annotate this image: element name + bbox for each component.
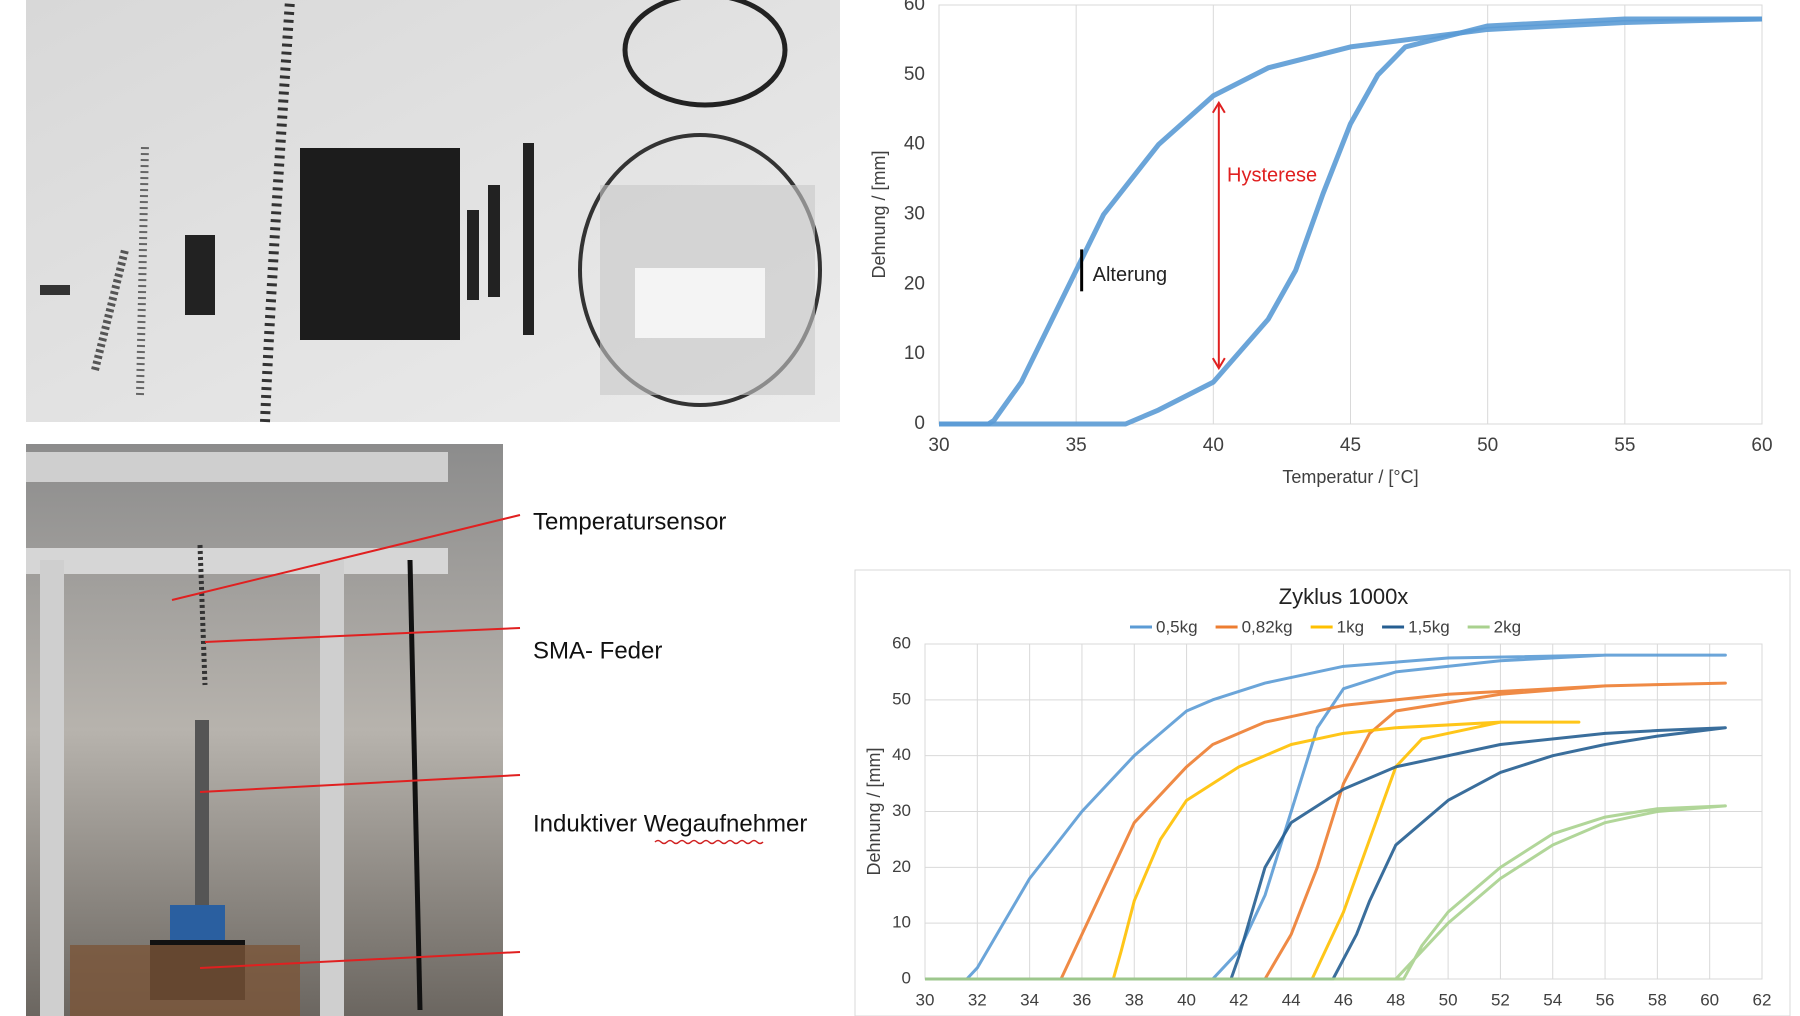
x-tick-label: 50 xyxy=(1477,435,1498,456)
x-tick-label: 40 xyxy=(1177,990,1196,1009)
annotation: Hysterese xyxy=(1227,164,1317,186)
chart-frame xyxy=(854,569,1791,1016)
series-line xyxy=(925,720,1581,981)
photo-label: Temperatursensor xyxy=(533,508,726,535)
series-line xyxy=(939,16,1762,427)
x-tick-label: 35 xyxy=(1066,435,1087,456)
x-tick-label: 52 xyxy=(1491,990,1510,1009)
series-line xyxy=(925,726,1727,981)
y-tick-label: 60 xyxy=(904,0,925,15)
x-tick-label: 46 xyxy=(1334,990,1353,1009)
y-tick-label: 10 xyxy=(904,343,925,364)
x-tick-label: 50 xyxy=(1439,990,1458,1009)
chart-title: Zyklus 1000x xyxy=(1279,584,1409,609)
y-tick-label: 0 xyxy=(902,968,911,987)
y-tick-label: 10 xyxy=(892,913,911,932)
x-tick-label: 60 xyxy=(1751,435,1772,456)
x-tick-label: 60 xyxy=(1700,990,1719,1009)
x-tick-label: 56 xyxy=(1596,990,1615,1009)
y-tick-label: 60 xyxy=(892,633,911,652)
y-tick-label: 40 xyxy=(892,745,911,764)
x-tick-label: 54 xyxy=(1543,990,1562,1009)
spellcheck-underline xyxy=(654,839,764,845)
y-tick-label: 30 xyxy=(904,204,925,225)
y-axis-label: Dehnung / [mm] xyxy=(869,150,889,278)
legend-label: 2kg xyxy=(1494,617,1521,636)
x-tick-label: 34 xyxy=(1020,990,1039,1009)
x-axis-label: Temperatur / [°C] xyxy=(1282,467,1418,487)
legend-label: 0,5kg xyxy=(1156,617,1198,636)
y-tick-label: 20 xyxy=(904,273,925,294)
series-line xyxy=(925,681,1727,981)
series-line xyxy=(925,804,1727,981)
legend-label: 1kg xyxy=(1337,617,1364,636)
x-tick-label: 44 xyxy=(1282,990,1301,1009)
photo-materials xyxy=(26,0,840,423)
x-tick-label: 55 xyxy=(1614,435,1635,456)
x-tick-label: 30 xyxy=(916,990,935,1009)
series-line xyxy=(925,653,1727,981)
x-tick-label: 38 xyxy=(1125,990,1144,1009)
x-tick-label: 62 xyxy=(1753,990,1772,1009)
x-tick-label: 36 xyxy=(1072,990,1091,1009)
x-tick-label: 42 xyxy=(1229,990,1248,1009)
x-tick-label: 58 xyxy=(1648,990,1667,1009)
y-tick-label: 50 xyxy=(892,689,911,708)
y-tick-label: 30 xyxy=(892,801,911,820)
x-tick-label: 45 xyxy=(1340,435,1361,456)
photo-test-rig xyxy=(26,444,503,1016)
annotation: Alterung xyxy=(1093,264,1168,286)
legend-label: 0,82kg xyxy=(1242,617,1293,636)
y-tick-label: 40 xyxy=(904,134,925,155)
y-tick-label: 50 xyxy=(904,64,925,85)
y-tick-label: 0 xyxy=(914,413,925,434)
y-axis-label: Dehnung / [mm] xyxy=(864,747,884,875)
x-tick-label: 30 xyxy=(928,435,949,456)
x-tick-label: 40 xyxy=(1203,435,1224,456)
legend-label: 1,5kg xyxy=(1408,617,1450,636)
photo-leader-lines xyxy=(171,514,521,969)
x-tick-label: 32 xyxy=(968,990,987,1009)
y-tick-label: 20 xyxy=(892,857,911,876)
photo-label: Induktiver Wegaufnehmer xyxy=(533,810,807,837)
series-line xyxy=(939,16,1763,427)
annotation-arrowhead xyxy=(1211,100,1226,371)
x-tick-label: 48 xyxy=(1386,990,1405,1009)
photo-label: SMA- Feder xyxy=(533,637,662,664)
